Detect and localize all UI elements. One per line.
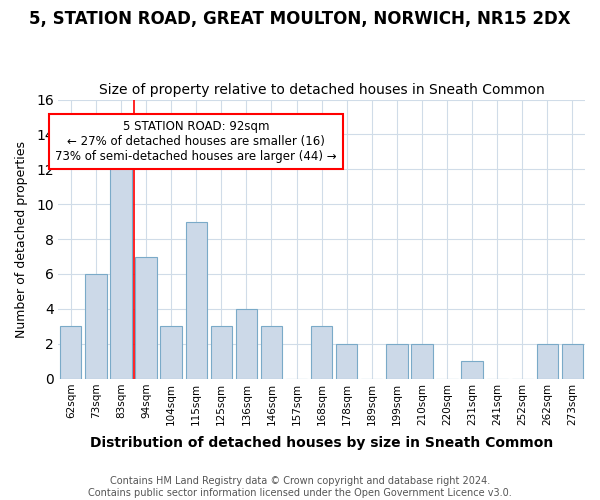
X-axis label: Distribution of detached houses by size in Sneath Common: Distribution of detached houses by size … bbox=[90, 436, 553, 450]
Bar bbox=[562, 344, 583, 378]
Bar bbox=[336, 344, 358, 378]
Bar bbox=[386, 344, 407, 378]
Bar bbox=[311, 326, 332, 378]
Bar bbox=[411, 344, 433, 378]
Bar bbox=[160, 326, 182, 378]
Bar bbox=[236, 309, 257, 378]
Bar bbox=[85, 274, 107, 378]
Bar bbox=[461, 361, 483, 378]
Bar bbox=[60, 326, 82, 378]
Bar bbox=[110, 152, 131, 378]
Bar bbox=[185, 222, 207, 378]
Bar bbox=[537, 344, 558, 378]
Text: 5 STATION ROAD: 92sqm
← 27% of detached houses are smaller (16)
73% of semi-deta: 5 STATION ROAD: 92sqm ← 27% of detached … bbox=[55, 120, 337, 162]
Title: Size of property relative to detached houses in Sneath Common: Size of property relative to detached ho… bbox=[99, 83, 545, 97]
Bar bbox=[136, 256, 157, 378]
Bar bbox=[211, 326, 232, 378]
Text: 5, STATION ROAD, GREAT MOULTON, NORWICH, NR15 2DX: 5, STATION ROAD, GREAT MOULTON, NORWICH,… bbox=[29, 10, 571, 28]
Bar bbox=[261, 326, 282, 378]
Y-axis label: Number of detached properties: Number of detached properties bbox=[15, 140, 28, 338]
Text: Contains HM Land Registry data © Crown copyright and database right 2024.
Contai: Contains HM Land Registry data © Crown c… bbox=[88, 476, 512, 498]
